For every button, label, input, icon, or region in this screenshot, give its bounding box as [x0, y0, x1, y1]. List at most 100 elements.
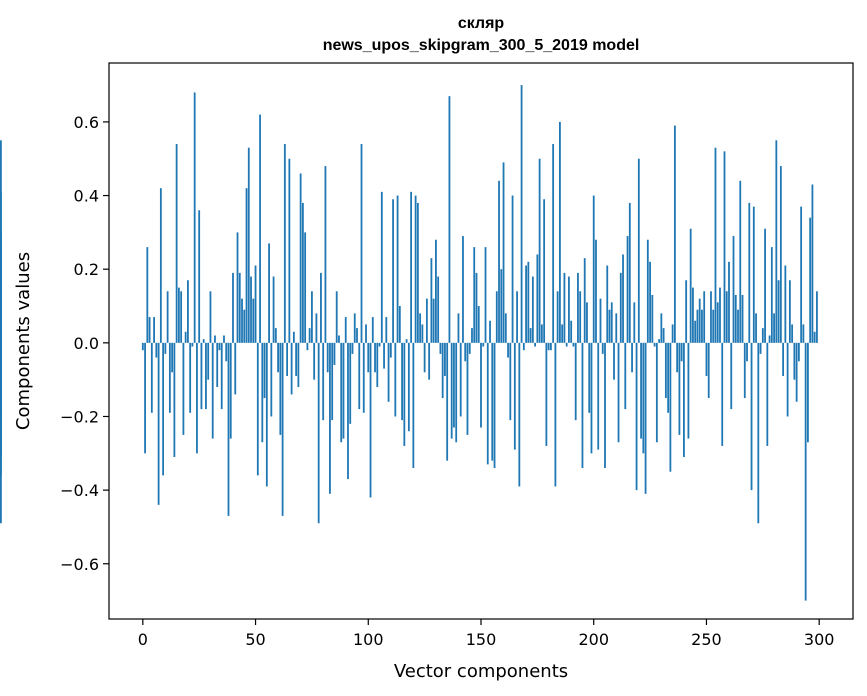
bar: [761, 328, 764, 343]
y-tick-label: 0.4: [74, 187, 99, 206]
bar: [646, 239, 649, 343]
bar: [574, 342, 577, 421]
bar: [236, 232, 239, 343]
bar: [561, 324, 564, 343]
bar: [162, 342, 165, 476]
bar: [637, 158, 640, 343]
bar: [698, 298, 701, 343]
bar: [159, 188, 162, 343]
bar: [256, 342, 259, 476]
bar: [191, 342, 194, 347]
bar: [277, 342, 279, 373]
bar: [604, 342, 606, 469]
bar: [489, 320, 491, 343]
bar: [746, 342, 748, 362]
bar: [311, 291, 313, 343]
bar: [568, 276, 570, 343]
bar: [365, 324, 367, 343]
bar: [374, 342, 376, 373]
bar: [766, 342, 769, 446]
bar: [175, 144, 178, 343]
bar: [320, 272, 322, 343]
bar: [554, 342, 557, 487]
bar: [358, 342, 361, 410]
bar: [394, 342, 397, 417]
bar: [286, 342, 289, 376]
bar: [333, 342, 336, 365]
bar: [0, 342, 2, 524]
bar: [502, 162, 505, 343]
y-axis-label: Components values: [13, 252, 34, 430]
bar: [635, 342, 638, 491]
bar: [511, 195, 514, 343]
bar: [583, 258, 586, 343]
bar: [362, 342, 365, 413]
bar: [631, 342, 633, 373]
bar: [335, 291, 338, 343]
bar: [692, 287, 694, 343]
bar: [495, 291, 498, 343]
bar: [570, 320, 573, 343]
bar: [344, 317, 347, 343]
bar: [279, 342, 282, 435]
bar: [232, 272, 234, 343]
bar: [804, 342, 807, 601]
bar: [651, 294, 654, 343]
bar: [664, 342, 667, 399]
bar: [196, 342, 198, 454]
bar: [247, 147, 250, 343]
bar: [450, 342, 453, 439]
bar: [813, 331, 816, 343]
bar: [466, 342, 469, 435]
bar: [764, 228, 766, 343]
bar: [281, 342, 284, 516]
bar: [398, 306, 401, 343]
bar: [182, 342, 185, 435]
bar: [304, 232, 307, 343]
bar: [198, 210, 201, 343]
y-tick-label: 0.6: [74, 113, 99, 132]
bar: [712, 309, 715, 343]
bar: [491, 342, 494, 461]
bar: [189, 342, 192, 413]
bar: [486, 342, 489, 465]
bar: [615, 313, 618, 343]
bar: [739, 180, 742, 343]
bar: [527, 261, 530, 343]
bar: [655, 342, 658, 443]
bar: [669, 342, 672, 472]
bars-group: [0, 85, 818, 601]
bar: [471, 328, 473, 343]
bar: [768, 335, 771, 343]
bar: [590, 342, 593, 454]
bar: [741, 294, 744, 343]
bar: [446, 342, 449, 461]
bar: [441, 342, 444, 399]
bar: [459, 342, 462, 417]
bar: [353, 313, 356, 343]
bar: [628, 202, 631, 343]
bar: [633, 302, 636, 343]
bar: [599, 298, 602, 343]
bar: [475, 272, 478, 343]
bar: [308, 328, 311, 343]
bar: [538, 158, 541, 343]
bar: [509, 342, 512, 421]
bar: [351, 342, 354, 354]
bar: [360, 144, 363, 343]
x-tick-label: 50: [245, 630, 265, 649]
bar: [536, 254, 539, 343]
bar: [759, 342, 762, 354]
bar: [687, 342, 690, 439]
bar: [229, 342, 232, 439]
bar: [141, 342, 144, 351]
bar: [522, 342, 525, 351]
bar: [419, 313, 422, 343]
bar: [513, 342, 516, 450]
bar: [288, 158, 291, 343]
bar: [737, 309, 739, 343]
bar: [531, 276, 534, 343]
bar: [525, 265, 527, 343]
